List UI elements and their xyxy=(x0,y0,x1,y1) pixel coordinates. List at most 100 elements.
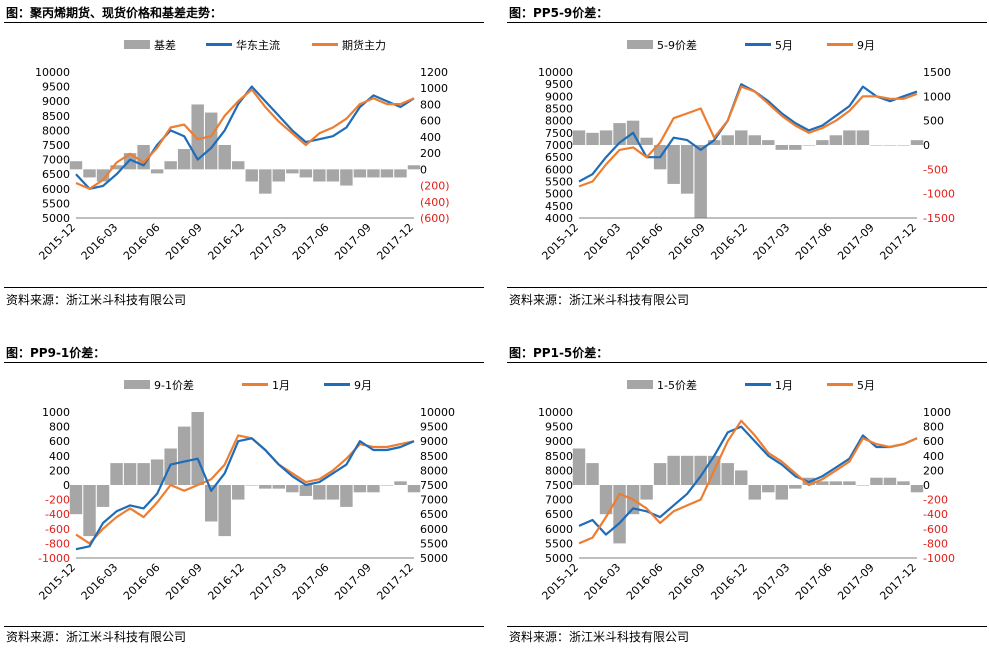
basis-bar xyxy=(572,448,586,485)
y-left-tick-label: 400 xyxy=(49,450,70,463)
basis-bar xyxy=(829,135,843,145)
y-right-tick-label: (400) xyxy=(420,196,450,209)
y-left-tick-label: 600 xyxy=(49,435,70,448)
basis-bar xyxy=(286,169,299,174)
title-rule xyxy=(4,22,484,23)
basis-bar xyxy=(829,481,843,485)
basis-bar xyxy=(380,169,394,178)
basis-bar xyxy=(775,145,789,150)
y-right-tick-label: 6500 xyxy=(420,508,448,521)
x-tick-label: 2016-09 xyxy=(666,221,708,263)
x-tick-label: 2016-12 xyxy=(205,221,247,263)
basis-bar xyxy=(204,485,218,522)
basis-bar xyxy=(748,135,761,145)
y-left-tick-label: 1000 xyxy=(42,406,70,419)
basis-bar xyxy=(380,485,394,486)
y-left-tick-label: 7500 xyxy=(545,127,573,140)
series-line-5月 xyxy=(578,419,918,545)
chart-legend: 1-5价差 1月 5月 xyxy=(627,378,875,392)
x-tick-label: 2016-06 xyxy=(624,221,666,263)
y-left-tick-label: 9000 xyxy=(545,90,573,103)
y-right-tick-label: -800 xyxy=(923,537,948,550)
y-left-tick-label: 6000 xyxy=(545,163,573,176)
basis-bar xyxy=(897,145,910,146)
y-right-tick-label: 6000 xyxy=(420,523,448,536)
y-left-tick-label: 9500 xyxy=(545,78,573,91)
y-left-tick-label: 8500 xyxy=(545,103,573,116)
y-left-tick-label: 9500 xyxy=(545,421,573,434)
y-right-tick-label: 9000 xyxy=(420,435,448,448)
basis-bar xyxy=(802,145,816,146)
basis-bar xyxy=(694,145,707,218)
basis-bar xyxy=(816,481,829,485)
chart-legend: 5-9价差 5月 9月 xyxy=(627,38,875,52)
source-rule xyxy=(507,287,987,288)
basis-bar xyxy=(843,481,856,485)
x-tick-label: 2015-12 xyxy=(36,221,78,263)
source-note: 资料来源：浙江米斗科技有限公司 xyxy=(6,630,187,644)
x-tick-label: 2016-06 xyxy=(121,221,163,263)
legend-label: 9月 xyxy=(857,39,875,52)
legend-swatch xyxy=(627,380,653,389)
y-left-tick-label: 7500 xyxy=(42,139,70,152)
legend-label: 1月 xyxy=(272,379,290,392)
basis-bar xyxy=(897,481,910,485)
basis-bar xyxy=(259,485,272,489)
basis-bar xyxy=(83,485,96,537)
legend-label: 1月 xyxy=(775,379,793,392)
basis-bar xyxy=(286,485,299,493)
basis-bar xyxy=(870,145,883,146)
basis-bar xyxy=(110,165,123,170)
basis-bar xyxy=(123,463,137,485)
y-right-tick-label: -500 xyxy=(923,163,948,176)
basis-bar xyxy=(218,145,231,170)
basis-bar xyxy=(272,485,286,489)
x-tick-label: 2016-03 xyxy=(79,561,121,603)
panel-title: 图：PP9-1价差： xyxy=(6,346,106,360)
basis-bar xyxy=(326,485,340,500)
y-right-tick-label: 1500 xyxy=(923,66,951,79)
y-right-tick-label: 600 xyxy=(420,115,441,128)
title-rule xyxy=(507,362,987,363)
y-left-tick-label: 8000 xyxy=(545,464,573,477)
x-tick-label: 2016-12 xyxy=(205,561,247,603)
legend-label: 5月 xyxy=(857,379,875,392)
basis-bar xyxy=(259,169,272,194)
x-tick-label: 2016-12 xyxy=(708,221,750,263)
basis-bar xyxy=(856,130,870,145)
chart-panel-pp5-9: 图：PP5-9价差： 5-9价差 5月 9月 4000 4500 5000 5500 6000… xyxy=(507,4,987,324)
y-right-tick-label: 9500 xyxy=(420,421,448,434)
basis-bar xyxy=(586,132,599,145)
legend-label: 9月 xyxy=(354,379,372,392)
y-left-tick-label: -400 xyxy=(45,508,70,521)
y-right-tick-label: 5500 xyxy=(420,537,448,550)
x-tick-label: 2017-12 xyxy=(877,221,919,263)
y-left-tick-label: 5500 xyxy=(545,537,573,550)
basis-bar xyxy=(232,161,245,170)
y-left-tick-label: 6500 xyxy=(545,151,573,164)
x-tick-label: 2016-09 xyxy=(163,221,205,263)
basis-bar xyxy=(789,145,802,150)
basis-bar xyxy=(353,169,367,178)
basis-bar xyxy=(394,481,407,485)
basis-bar xyxy=(69,161,83,170)
basis-bar xyxy=(586,463,599,485)
basis-bar xyxy=(150,459,164,485)
y-right-tick-label: 1000 xyxy=(420,82,448,95)
x-tick-label: 2017-09 xyxy=(332,221,374,263)
basis-bar xyxy=(910,485,924,493)
basis-bar xyxy=(326,169,340,182)
legend-label: 5-9价差 xyxy=(657,38,697,52)
basis-bar xyxy=(313,485,326,500)
basis-bar xyxy=(245,169,258,182)
basis-bar xyxy=(150,169,164,174)
basis-bar xyxy=(667,455,680,485)
basis-bar xyxy=(340,169,353,186)
y-left-tick-label: -200 xyxy=(45,494,70,507)
chart-svg: 5-9价差 5月 9月4000450050005500600065007000750… xyxy=(538,38,955,263)
basis-bar xyxy=(340,485,353,507)
basis-bar xyxy=(721,135,734,145)
basis-bar xyxy=(367,485,380,493)
legend-swatch xyxy=(627,40,653,49)
